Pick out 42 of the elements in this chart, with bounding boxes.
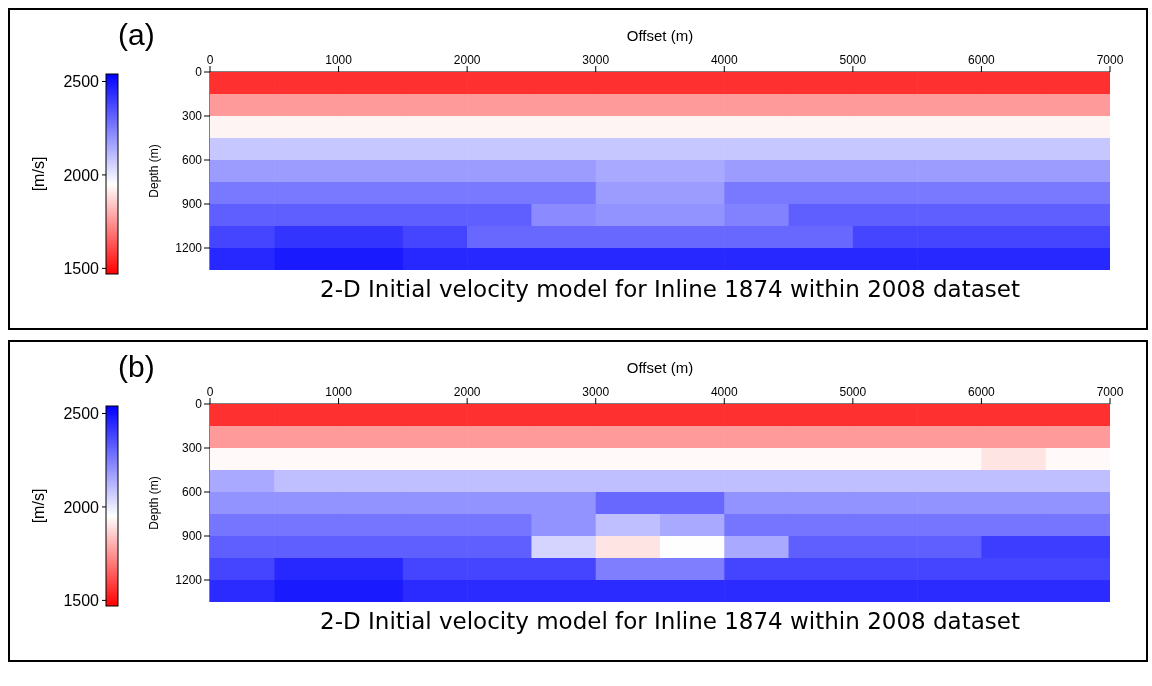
x-tick-label: 7000 — [1096, 53, 1124, 67]
x-tick-label: 5000 — [839, 385, 867, 399]
x-tick-label: 4000 — [710, 53, 738, 67]
x-tick-label: 7000 — [1096, 385, 1124, 399]
x-tick-label: 3000 — [582, 53, 610, 67]
x-axis-title: Offset (m) — [626, 26, 694, 44]
text: 2-D Initial velocity model for Inline 1874 within 2008 dataset — [319, 276, 1021, 302]
y-axis-title: Depth (m) — [147, 144, 162, 198]
color-bar-label: 2500 — [63, 405, 100, 423]
x-tick-label: 2000 — [453, 385, 481, 399]
color-bar-title: [m/s] — [30, 488, 47, 524]
x-tick-label: 0 — [206, 53, 214, 67]
x-tick-label: 4000 — [710, 385, 738, 399]
text: (a) — [118, 18, 155, 52]
color-bar-label: 2500 — [63, 73, 100, 91]
x-tick-label: 6000 — [968, 53, 996, 67]
y-tick-label: 1200 — [175, 241, 203, 256]
color-bar-label: 2000 — [63, 498, 100, 516]
y-tick-label: 900 — [181, 197, 203, 212]
x-tick-label: 5000 — [839, 53, 867, 67]
x-tick-label: 3000 — [582, 385, 610, 399]
x-axis-title: Offset (m) — [626, 358, 694, 376]
y-tick-label: 1200 — [175, 573, 203, 588]
color-bar-label: 1500 — [63, 259, 100, 277]
y-tick-label: 600 — [181, 485, 203, 500]
y-tick-label: 600 — [181, 153, 203, 168]
text: (b) — [118, 350, 155, 384]
x-tick-label: 1000 — [325, 53, 353, 67]
color-bar-title: [m/s] — [30, 156, 47, 192]
color-bar-label: 1500 — [63, 591, 100, 609]
x-tick-label: 6000 — [968, 385, 996, 399]
y-axis-title: Depth (m) — [147, 476, 162, 530]
y-tick-label: 0 — [195, 397, 203, 412]
x-tick-label: 0 — [206, 385, 214, 399]
x-tick-label: 1000 — [325, 385, 353, 399]
y-tick-label: 300 — [181, 109, 203, 124]
color-bar-label: 2000 — [63, 166, 100, 184]
y-tick-label: 900 — [181, 529, 203, 544]
text: 2-D Initial velocity model for Inline 1874 within 2008 dataset — [319, 608, 1021, 634]
y-tick-label: 300 — [181, 441, 203, 456]
x-tick-label: 2000 — [453, 53, 481, 67]
y-tick-label: 0 — [195, 65, 203, 80]
